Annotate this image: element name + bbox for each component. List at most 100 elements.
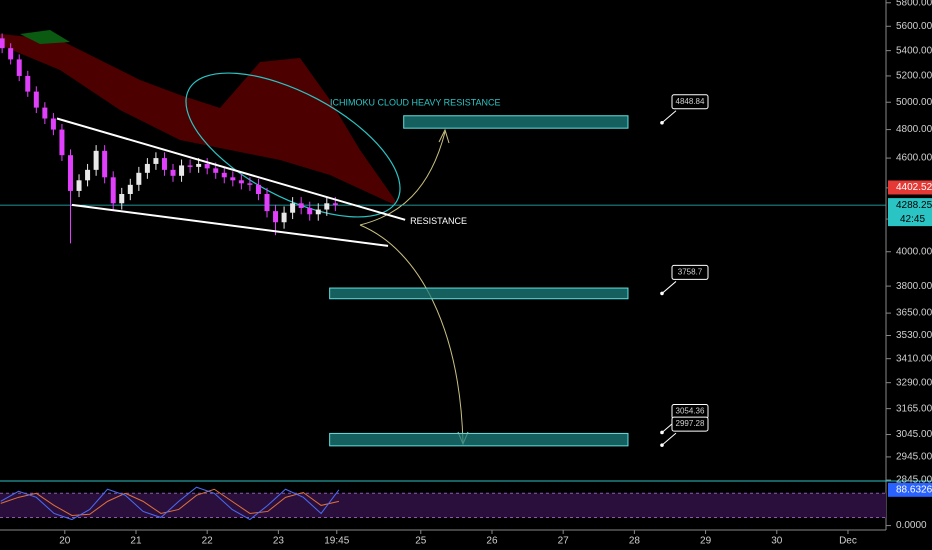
- zone: [329, 287, 629, 300]
- candle-body: [25, 75, 31, 92]
- x-tick-label: 27: [558, 536, 570, 547]
- countdown: 42:45: [900, 214, 925, 225]
- callout-box: [671, 416, 709, 432]
- arrow-head: [438, 128, 450, 144]
- candle-body: [221, 172, 227, 178]
- oscillator-line: [0, 488, 340, 517]
- callout-stem: [661, 432, 677, 446]
- x-tick-label: Dec: [839, 536, 857, 547]
- zone: [403, 115, 629, 129]
- x-tick-label: 26: [486, 536, 498, 547]
- y-tick-label: 5800.00: [896, 0, 932, 8]
- y-tick-label: 4800.00: [896, 124, 932, 135]
- candle-body: [42, 107, 48, 119]
- candle-body: [93, 150, 99, 170]
- candle-body: [144, 163, 150, 173]
- y-tick-label: 5600.00: [896, 21, 932, 32]
- callout-stem: [661, 281, 677, 294]
- candle-body: [264, 193, 270, 212]
- y-tick-label: 3800.00: [896, 281, 932, 292]
- candle-body: [315, 209, 321, 215]
- y-tick-label: 4000.00: [896, 246, 932, 257]
- arrow-down: [359, 224, 464, 444]
- candle-body: [307, 207, 313, 215]
- candle-body: [255, 184, 261, 194]
- candle-body: [102, 150, 108, 178]
- candle-body: [332, 203, 338, 206]
- ichimoku-cloud: [0, 30, 395, 205]
- candle-body: [324, 203, 330, 210]
- x-tick-label: 25: [415, 536, 427, 547]
- y-tick-label: 3530.00: [896, 330, 932, 341]
- y-tick-label: 3650.00: [896, 308, 932, 319]
- callout-label: 2997.28: [676, 419, 705, 428]
- y-tick-label: 5000.00: [896, 97, 932, 108]
- candle-body: [187, 165, 193, 167]
- y-tick-label: 4600.00: [896, 153, 932, 164]
- x-tick-label: 23: [273, 536, 285, 547]
- candle-body: [67, 155, 73, 191]
- callout-stem: [661, 110, 677, 124]
- candle-body: [273, 211, 279, 223]
- arrow-up: [359, 131, 446, 226]
- last-price-box: [888, 198, 932, 227]
- price-axis: [886, 0, 932, 550]
- candle-body: [136, 172, 142, 185]
- x-tick-label: 29: [700, 536, 712, 547]
- annotation: ICHIMOKU CLOUD HEAVY RESISTANCE: [330, 97, 501, 107]
- candle-body: [247, 183, 253, 185]
- candle-body: [281, 212, 287, 223]
- candle-body: [50, 118, 56, 130]
- y-tick-label: 3045.00: [896, 429, 932, 440]
- trendline: [71, 203, 389, 247]
- candle-body: [290, 203, 296, 213]
- y-tick-label: 5400.00: [896, 45, 932, 56]
- candle-body: [119, 193, 125, 204]
- x-tick-label: 28: [629, 536, 641, 547]
- candle-body: [8, 48, 14, 60]
- x-tick-label: 30: [771, 536, 783, 547]
- x-tick-label: 20: [59, 536, 71, 547]
- x-tick-label: 21: [130, 536, 142, 547]
- callout-label: 4848.84: [676, 97, 705, 106]
- candle-body: [59, 129, 65, 156]
- candle-body: [161, 158, 167, 170]
- highlight-ellipse: [185, 72, 401, 218]
- candle-body: [110, 177, 116, 204]
- candle-body: [213, 168, 219, 173]
- y-tick-label: 3165.00: [896, 403, 932, 414]
- oscillator-value-label: 88.6326: [896, 484, 932, 495]
- callout-label: 3758.7: [678, 268, 703, 277]
- candle-body: [127, 184, 133, 194]
- annotation: RESISTANCE: [410, 216, 467, 226]
- candle-body: [0, 38, 5, 49]
- candle-body: [33, 91, 39, 108]
- y-tick-label: 3290.00: [896, 377, 932, 388]
- trendline: [56, 117, 406, 221]
- zone: [329, 432, 629, 447]
- oscillator-value-box: [888, 482, 932, 497]
- x-tick-label: 22: [202, 536, 214, 547]
- callout-box: [671, 264, 709, 280]
- x-tick-label: 19:45: [324, 536, 349, 547]
- candle-body: [170, 169, 176, 176]
- y-tick-label: 0.0000: [896, 520, 927, 531]
- cloud-bullish: [20, 30, 70, 44]
- callout-box: [671, 94, 709, 110]
- candle-body: [153, 158, 159, 164]
- callout-label: 3054.36: [676, 407, 705, 416]
- last-price-label: 4288.25: [896, 200, 932, 211]
- candle-body: [16, 59, 22, 76]
- y-tick-label: 2945.00: [896, 452, 932, 463]
- candle-body: [238, 180, 244, 184]
- cloud-price-label: 4402.52: [896, 182, 932, 193]
- cloud-bearish: [0, 34, 395, 205]
- candle-body: [85, 169, 91, 181]
- cloud-price-box: [888, 180, 932, 195]
- candle-body: [179, 165, 185, 176]
- candle-body: [76, 180, 82, 191]
- candle-body: [298, 203, 304, 208]
- candle-body: [204, 163, 210, 169]
- candle-body: [196, 163, 202, 167]
